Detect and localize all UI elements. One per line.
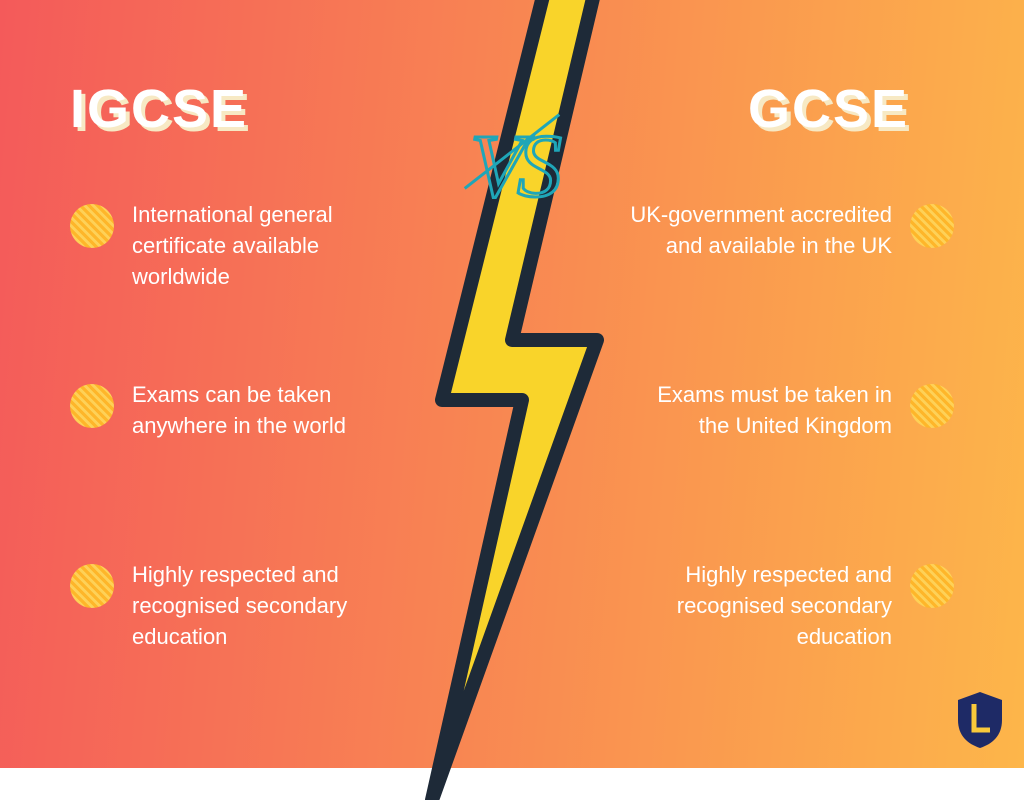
right-item-3: Highly respected and recognised secondar… bbox=[624, 560, 954, 652]
left-item-3: Highly respected and recognised secondar… bbox=[70, 560, 400, 652]
bullet-icon bbox=[910, 384, 954, 428]
left-item-2-text: Exams can be taken anywhere in the world bbox=[132, 380, 400, 442]
bullet-icon bbox=[910, 204, 954, 248]
brand-logo-icon bbox=[954, 690, 1006, 750]
lightning-bolt-icon bbox=[372, 0, 652, 800]
left-item-2: Exams can be taken anywhere in the world bbox=[70, 380, 400, 442]
right-item-2-text: Exams must be taken in the United Kingdo… bbox=[624, 380, 892, 442]
right-item-2: Exams must be taken in the United Kingdo… bbox=[624, 380, 954, 442]
bullet-icon bbox=[910, 564, 954, 608]
logo-shield bbox=[958, 692, 1002, 748]
right-item-1-text: UK-government accredited and available i… bbox=[624, 200, 892, 262]
right-item-1: UK-government accredited and available i… bbox=[624, 200, 954, 262]
left-title: IGCSE bbox=[70, 78, 248, 140]
bullet-icon bbox=[70, 384, 114, 428]
left-item-1-text: International general certificate availa… bbox=[132, 200, 400, 292]
right-item-3-text: Highly respected and recognised secondar… bbox=[624, 560, 892, 652]
bullet-icon bbox=[70, 204, 114, 248]
bolt-shape bbox=[432, 0, 602, 800]
right-title: GCSE bbox=[748, 78, 909, 140]
left-item-3-text: Highly respected and recognised secondar… bbox=[132, 560, 400, 652]
left-item-1: International general certificate availa… bbox=[70, 200, 400, 292]
bullet-icon bbox=[70, 564, 114, 608]
infographic-canvas: VS IGCSE IGCSE GCSE GCSE International g… bbox=[0, 0, 1024, 768]
